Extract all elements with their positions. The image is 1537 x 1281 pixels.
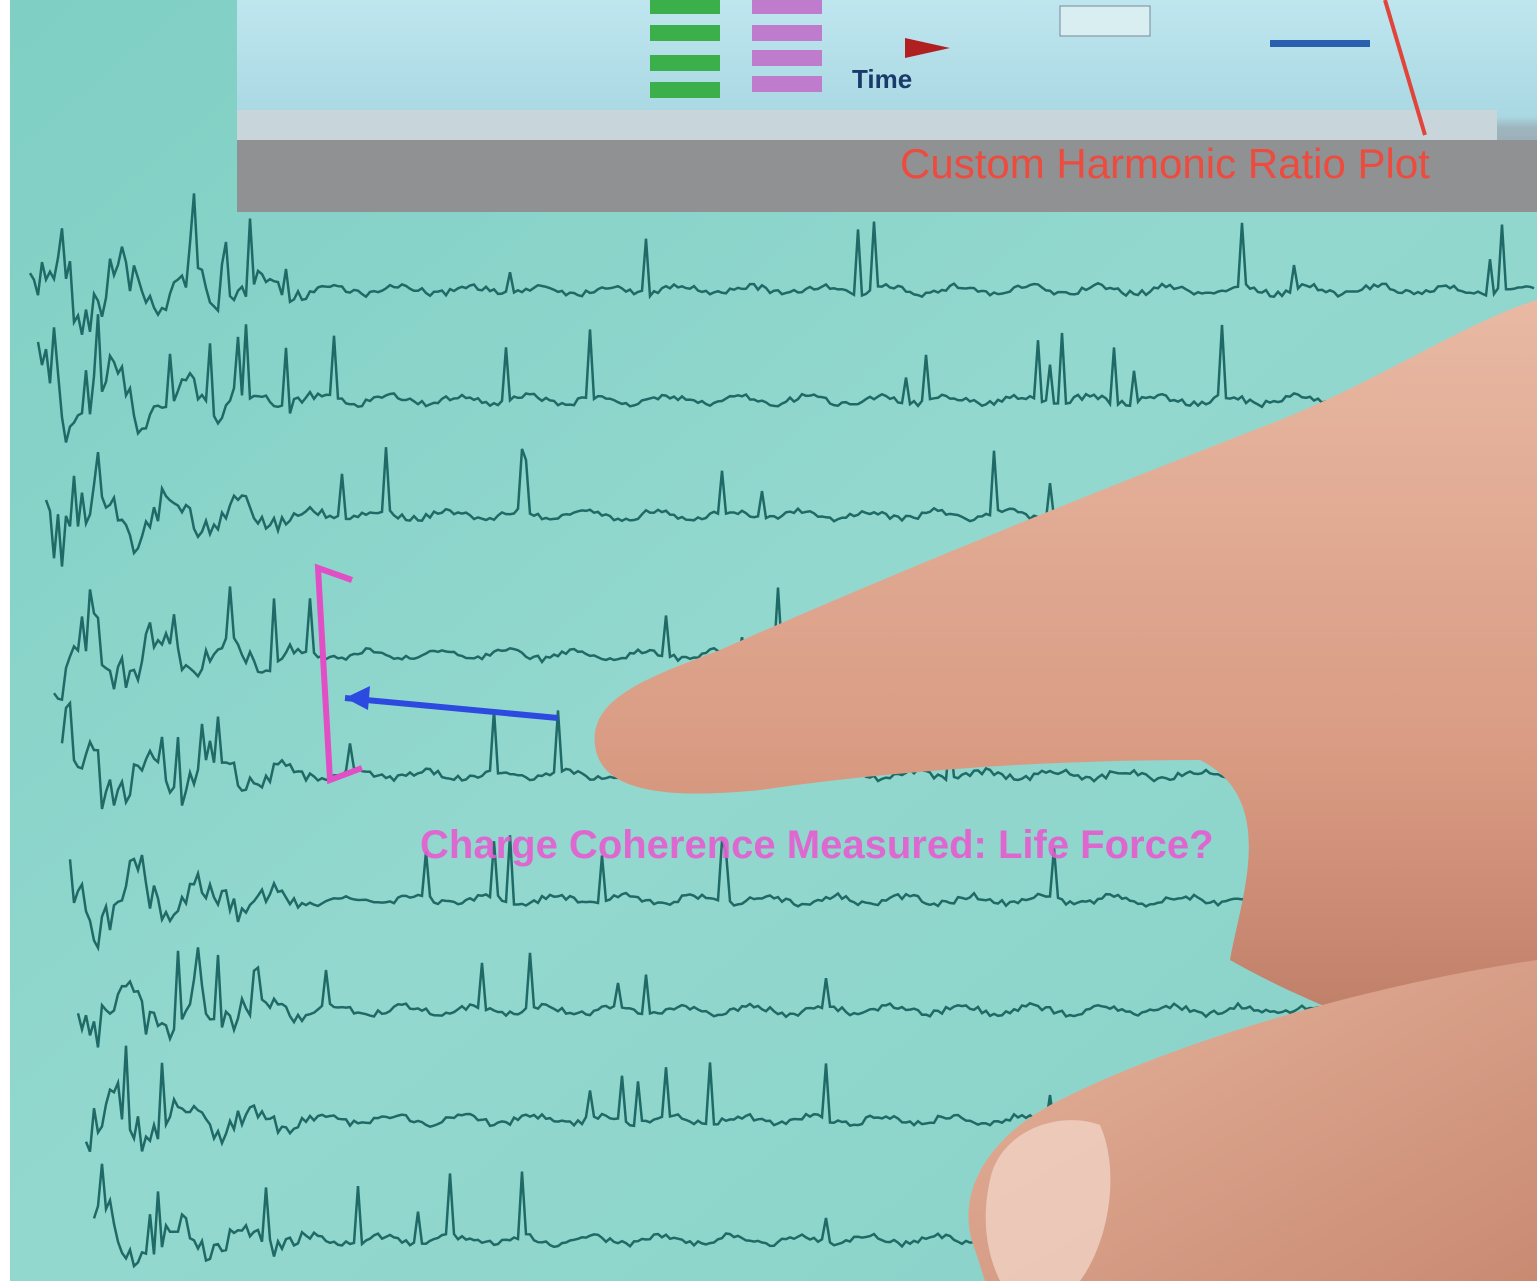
monitor-bezel — [237, 140, 1537, 212]
arrow-head — [345, 686, 370, 710]
trace — [28, 193, 1535, 335]
arrow — [344, 695, 559, 721]
axis-label: Time — [852, 64, 912, 94]
ui-widgets — [650, 0, 1370, 98]
trace — [36, 314, 1535, 443]
trace — [76, 947, 1535, 1048]
border — [0, 0, 10, 1281]
annotation-label: Custom Harmonic Ratio Plot — [900, 140, 1430, 187]
finger — [594, 300, 1537, 1080]
pointer-line — [1383, 0, 1427, 136]
taskbar — [237, 110, 1497, 140]
annotation-label: Charge Coherence Measured: Life Force? — [420, 823, 1214, 867]
bracket — [314, 563, 364, 785]
thumb — [968, 960, 1537, 1281]
thumbnail — [985, 1120, 1111, 1281]
